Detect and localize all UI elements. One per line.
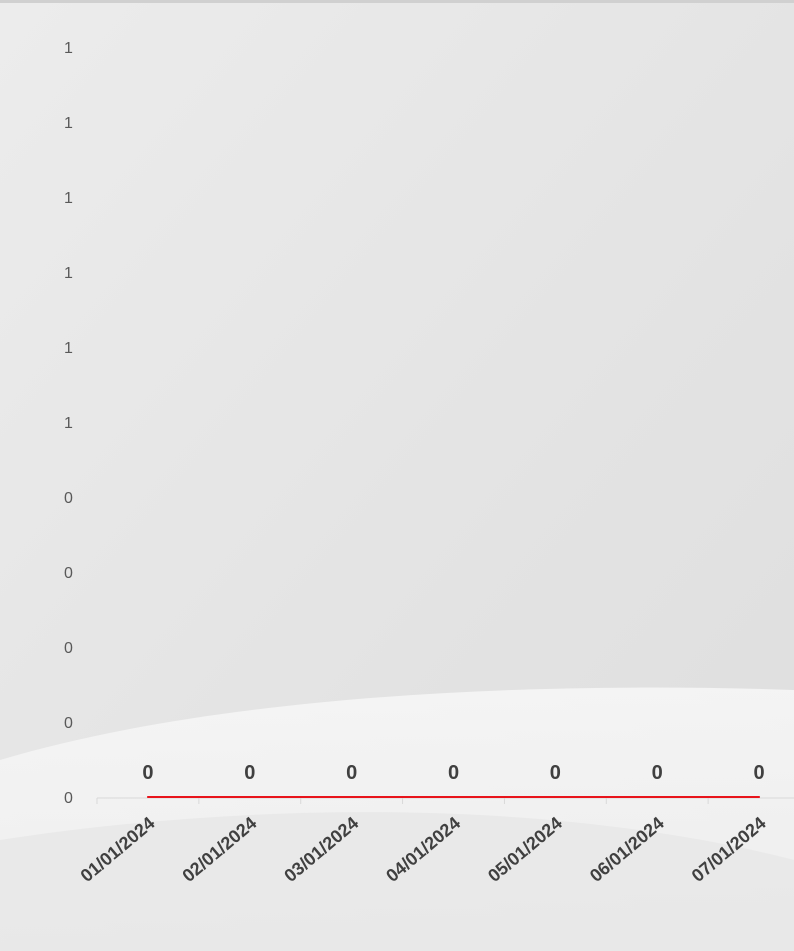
data-point bbox=[350, 796, 353, 798]
y-axis: 0 0 0 0 0 1 1 1 1 1 1 bbox=[64, 40, 73, 807]
x-tick-label: 01/01/2024 bbox=[77, 813, 159, 886]
y-tick-label: 0 bbox=[64, 715, 73, 732]
data-label: 0 bbox=[346, 762, 357, 784]
y-tick-label: 1 bbox=[64, 190, 73, 207]
data-point bbox=[656, 796, 659, 798]
y-tick-label: 1 bbox=[64, 40, 73, 57]
data-point bbox=[146, 796, 149, 798]
data-point bbox=[758, 796, 761, 798]
data-label: 0 bbox=[142, 762, 153, 784]
y-tick-label: 0 bbox=[64, 640, 73, 657]
x-tick-label: 04/01/2024 bbox=[382, 813, 464, 886]
y-tick-label: 1 bbox=[64, 415, 73, 432]
x-tick-label: 05/01/2024 bbox=[484, 813, 566, 886]
y-tick-label: 1 bbox=[64, 340, 73, 357]
y-tick-label: 0 bbox=[64, 565, 73, 582]
x-axis: 01/01/2024 02/01/2024 03/01/2024 04/01/2024… bbox=[77, 797, 794, 886]
x-tick-label: 02/01/2024 bbox=[178, 813, 260, 886]
data-label: 0 bbox=[550, 762, 561, 784]
data-label: 0 bbox=[754, 762, 765, 784]
data-point bbox=[452, 796, 455, 798]
y-tick-label: 0 bbox=[64, 490, 73, 507]
data-point bbox=[248, 796, 251, 798]
y-tick-label: 1 bbox=[64, 265, 73, 282]
x-tick-label: 03/01/2024 bbox=[280, 813, 362, 886]
x-tick-label: 07/01/2024 bbox=[688, 813, 770, 886]
plot-area: 0 0 0 0 0 0 0 bbox=[142, 762, 765, 798]
y-tick-label: 1 bbox=[64, 115, 73, 132]
x-tick-label: 06/01/2024 bbox=[586, 813, 668, 886]
data-point bbox=[554, 796, 557, 798]
data-label: 0 bbox=[448, 762, 459, 784]
y-tick-label: 0 bbox=[64, 790, 73, 807]
data-label: 0 bbox=[652, 762, 663, 784]
data-label: 0 bbox=[244, 762, 255, 784]
